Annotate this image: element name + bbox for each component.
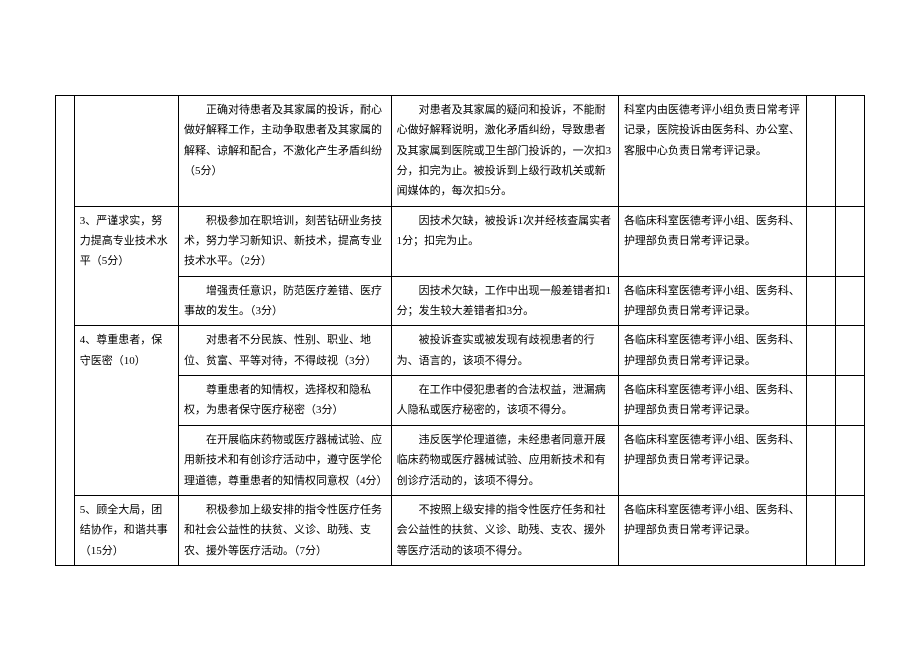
- cell-c4: 对患者及其家属的疑问和投诉，不能耐心做好解释说明，激化矛盾纠纷，导致患者及其家属…: [391, 96, 618, 207]
- cell-c5: 各临床科室医德考评小组、医务科、护理部负责日常考评记录。: [618, 276, 806, 326]
- cell-c6: [806, 425, 835, 495]
- cell-c6: [806, 326, 835, 376]
- cell-c4: 被投诉查实或被发现有歧视患者的行为、语言的，该项不得分。: [391, 326, 618, 376]
- cell-c2: 3、严谨求实，努力提高专业技术水平（5分）: [74, 206, 178, 326]
- cell-c4: 不按照上级安排的指令性医疗任务和社会公益性的扶贫、义诊、助残、支农、援外等医疗活…: [391, 495, 618, 565]
- cell-c6: [806, 206, 835, 276]
- cell-c3: 积极参加上级安排的指令性医疗任务和社会公益性的扶贫、义诊、助残、支农、援外等医疗…: [179, 495, 392, 565]
- cell-c7: [835, 276, 864, 326]
- cell-c4: 违反医学伦理道德，未经患者同意开展临床药物或医疗器械试验、应用新技术和有创诊疗活…: [391, 425, 618, 495]
- table-row: 4、尊重患者，保守医密（10） 对患者不分民族、性别、职业、地位、贫富、平等对待…: [56, 326, 865, 376]
- cell-c3: 尊重患者的知情权，选择权和隐私权，为患者保守医疗秘密（3分）: [179, 376, 392, 426]
- cell-c1: [56, 96, 75, 566]
- cell-c4: 在工作中侵犯患者的合法权益，泄漏病人隐私或医疗秘密的，该项不得分。: [391, 376, 618, 426]
- cell-c2: 4、尊重患者，保守医密（10）: [74, 326, 178, 495]
- cell-c6: [806, 495, 835, 565]
- table-row: 3、严谨求实，努力提高专业技术水平（5分） 积极参加在职培训，刻苦钻研业务技术，…: [56, 206, 865, 276]
- cell-c2: [74, 96, 178, 207]
- cell-c4: 因技术欠缺，工作中出现一般差错者扣1分；发生较大差错者扣3分。: [391, 276, 618, 326]
- table-row: 正确对待患者及其家属的投诉，耐心做好解释工作，主动争取患者及其家属的解释、谅解和…: [56, 96, 865, 207]
- cell-c7: [835, 206, 864, 276]
- cell-c6: [806, 376, 835, 426]
- cell-c7: [835, 495, 864, 565]
- table-container: 正确对待患者及其家属的投诉，耐心做好解释工作，主动争取患者及其家属的解释、谅解和…: [0, 0, 920, 566]
- cell-c7: [835, 376, 864, 426]
- cell-c5: 科室内由医德考评小组负责日常考评记录，医院投诉由医务科、办公室、客服中心负责日常…: [618, 96, 806, 207]
- cell-c6: [806, 276, 835, 326]
- cell-c3: 增强责任意识，防范医疗差错、医疗事故的发生。（3分）: [179, 276, 392, 326]
- cell-c3: 在开展临床药物或医疗器械试验、应用新技术和有创诊疗活动中，遵守医学伦理道德，尊重…: [179, 425, 392, 495]
- table-row: 5、顾全大局，团结协作，和谐共事（15分） 积极参加上级安排的指令性医疗任务和社…: [56, 495, 865, 565]
- cell-c5: 各临床科室医德考评小组、医务科、护理部负责日常考评记录。: [618, 495, 806, 565]
- cell-c5: 各临床科室医德考评小组、医务科、护理部负责日常考评记录。: [618, 425, 806, 495]
- cell-c4: 因技术欠缺，被投诉1次并经核查属实者1分；扣完为止。: [391, 206, 618, 276]
- cell-c7: [835, 425, 864, 495]
- cell-c5: 各临床科室医德考评小组、医务科、护理部负责日常考评记录。: [618, 376, 806, 426]
- cell-c2: 5、顾全大局，团结协作，和谐共事（15分）: [74, 495, 178, 565]
- cell-c7: [835, 326, 864, 376]
- cell-c5: 各临床科室医德考评小组、医务科、护理部负责日常考评记录。: [618, 206, 806, 276]
- cell-c3: 积极参加在职培训，刻苦钻研业务技术，努力学习新知识、新技术，提高专业技术水平。（…: [179, 206, 392, 276]
- cell-c7: [835, 96, 864, 207]
- cell-c5: 各临床科室医德考评小组、医务科、护理部负责日常考评记录。: [618, 326, 806, 376]
- evaluation-table: 正确对待患者及其家属的投诉，耐心做好解释工作，主动争取患者及其家属的解释、谅解和…: [55, 95, 865, 566]
- cell-c6: [806, 96, 835, 207]
- cell-c3: 对患者不分民族、性别、职业、地位、贫富、平等对待，不得歧视（3分）: [179, 326, 392, 376]
- cell-c3: 正确对待患者及其家属的投诉，耐心做好解释工作，主动争取患者及其家属的解释、谅解和…: [179, 96, 392, 207]
